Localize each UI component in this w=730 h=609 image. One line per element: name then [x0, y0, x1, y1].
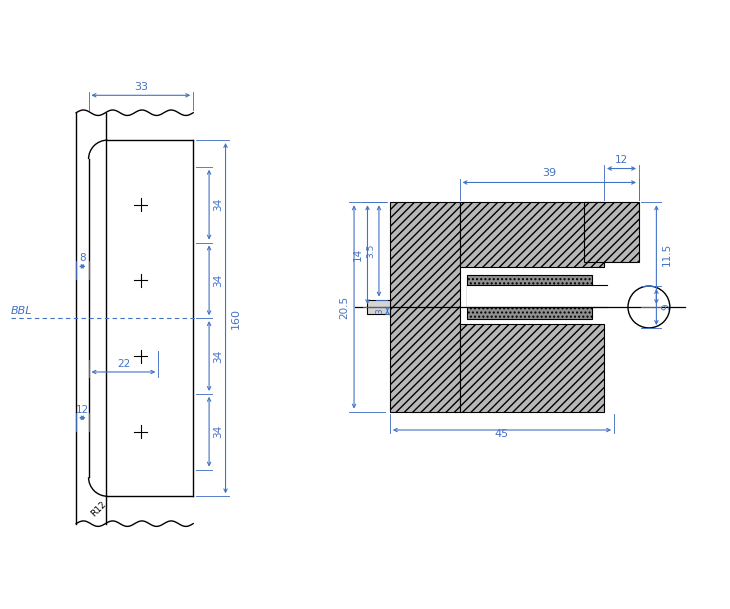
Polygon shape — [467, 284, 607, 307]
Circle shape — [628, 286, 670, 328]
Text: 34: 34 — [213, 350, 223, 363]
Text: 34: 34 — [213, 198, 223, 211]
Polygon shape — [460, 202, 604, 267]
Text: 20.5: 20.5 — [339, 295, 349, 319]
Text: 3.5: 3.5 — [366, 244, 375, 258]
Text: 9: 9 — [661, 304, 672, 311]
Text: 22: 22 — [117, 359, 130, 369]
Text: 11.5: 11.5 — [661, 243, 672, 266]
Text: 160: 160 — [231, 308, 240, 329]
Text: 8: 8 — [79, 253, 85, 264]
Bar — [367, 300, 390, 314]
Text: BBL: BBL — [10, 306, 32, 316]
Polygon shape — [460, 325, 604, 412]
Text: 45: 45 — [495, 429, 509, 439]
Text: 12: 12 — [76, 405, 89, 415]
Text: R12: R12 — [90, 500, 108, 519]
Text: 34: 34 — [213, 425, 223, 438]
Polygon shape — [584, 202, 639, 262]
Text: 3: 3 — [375, 308, 385, 314]
Text: 34: 34 — [213, 273, 223, 287]
Text: 12: 12 — [615, 155, 628, 165]
Text: 14: 14 — [353, 248, 363, 261]
Polygon shape — [467, 284, 591, 320]
Polygon shape — [467, 275, 591, 307]
Text: 33: 33 — [134, 82, 148, 92]
Text: 39: 39 — [542, 169, 556, 178]
Polygon shape — [390, 202, 460, 412]
